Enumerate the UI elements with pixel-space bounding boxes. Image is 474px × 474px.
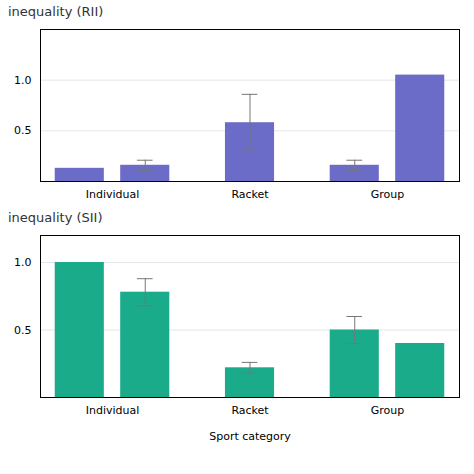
svg-text:0.5: 0.5 <box>14 124 32 137</box>
svg-text:Racket: Racket <box>231 188 269 201</box>
svg-text:Racket: Racket <box>231 404 269 417</box>
svg-text:Individual: Individual <box>86 188 140 201</box>
html-text:inequality (SII): inequality (SII) <box>8 210 103 225</box>
svg-text:1.0: 1.0 <box>14 74 32 87</box>
html-text:inequality (RII): inequality (RII) <box>8 4 104 19</box>
svg-text:0.5: 0.5 <box>14 324 32 337</box>
svg-text:Individual: Individual <box>86 404 140 417</box>
svg-text:Group: Group <box>371 404 405 417</box>
svg-text:1.0: 1.0 <box>14 256 32 269</box>
svg-text:Sport category: Sport category <box>209 430 291 443</box>
svg-text:Group: Group <box>371 188 405 201</box>
